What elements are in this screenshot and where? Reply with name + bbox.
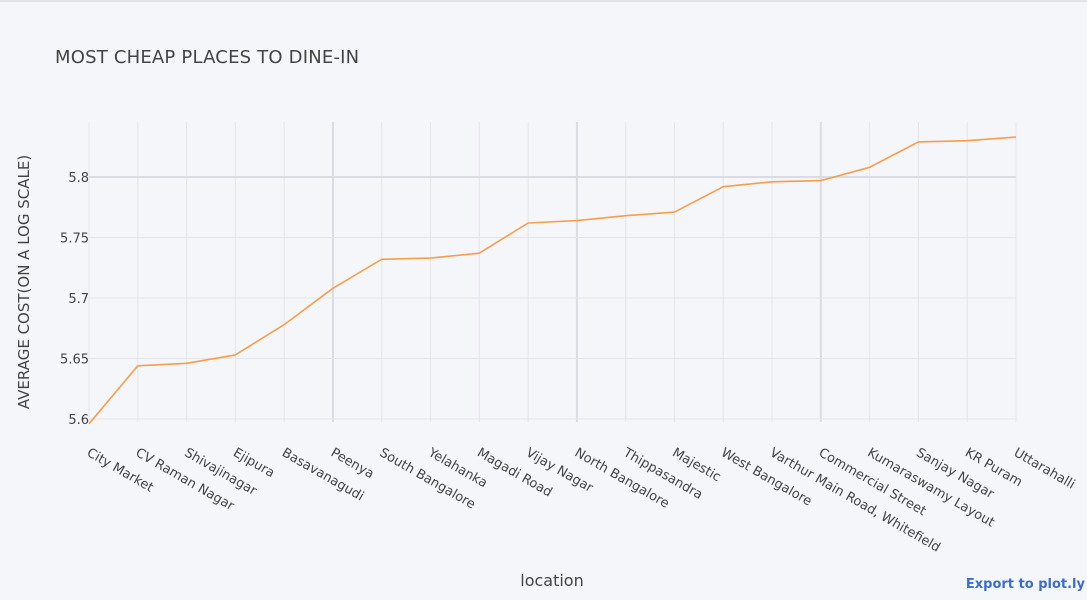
y-tick-label: 5.6 [68,413,89,428]
y-axis-title: AVERAGE COST(ON A LOG SCALE) [15,155,33,409]
y-tick-label: 5.7 [68,292,89,307]
data-point[interactable] [475,249,483,257]
data-point[interactable] [817,177,825,185]
data-point[interactable] [670,208,678,216]
data-point[interactable] [719,183,727,191]
data-point[interactable] [866,163,874,171]
data-point[interactable] [134,362,142,370]
y-tick-label: 5.75 [60,232,89,247]
x-axis-title: location [520,571,584,590]
chart-title: MOST CHEAP PLACES TO DINE-IN [55,47,360,68]
y-tick-label: 5.65 [60,353,89,368]
export-to-plotly-link[interactable]: Export to plot.ly [965,577,1085,592]
data-point[interactable] [427,254,435,262]
data-point[interactable] [231,351,239,359]
data-point[interactable] [378,255,386,263]
data-point[interactable] [183,359,191,367]
data-point[interactable] [622,212,630,220]
data-point[interactable] [914,138,922,146]
series-line[interactable] [88,136,1017,425]
x-tick-label: West Bangalore [718,445,814,509]
data-point[interactable] [1012,133,1020,141]
data-point[interactable] [963,137,971,145]
data-point[interactable] [768,178,776,186]
data-point[interactable] [524,219,532,227]
x-tick-label: Basavanagudi [279,445,366,504]
data-point[interactable] [573,217,581,225]
gridlines [88,122,1017,422]
x-tick-label: Uttarahalli [1011,445,1077,492]
y-tick-label: 5.8 [68,171,89,186]
series-layer[interactable] [85,133,1020,428]
data-point[interactable] [85,420,93,428]
y-axis-ticks: 5.6 5.65 5.7 5.75 5.8 [60,171,89,428]
data-point[interactable] [280,321,288,329]
data-point[interactable] [329,284,337,292]
